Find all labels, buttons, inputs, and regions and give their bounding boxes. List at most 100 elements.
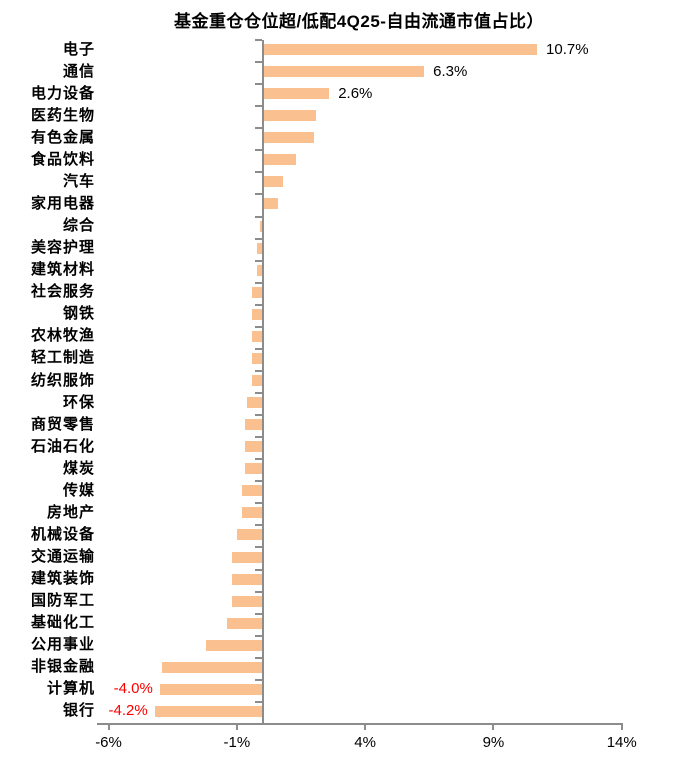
bar — [206, 639, 263, 651]
x-tick-label: -6% — [95, 734, 122, 751]
x-axis-tick — [364, 724, 367, 730]
bar — [244, 441, 263, 453]
bar — [241, 485, 263, 497]
category-label: 社会服务 — [30, 283, 95, 301]
category-label: 交通运输 — [30, 548, 95, 566]
bar — [231, 573, 263, 585]
value-label: -4.0% — [113, 680, 153, 698]
bar — [252, 308, 263, 320]
bar — [231, 551, 263, 563]
y-axis-tick — [254, 193, 262, 196]
category-label: 美容护理 — [30, 239, 95, 257]
category-label: 公用事业 — [30, 636, 95, 654]
y-axis-tick — [254, 105, 262, 108]
category-label: 煤炭 — [62, 459, 95, 477]
y-axis-tick — [254, 171, 262, 174]
y-axis-tick — [254, 325, 262, 328]
bar — [231, 595, 263, 607]
bar — [244, 463, 263, 475]
bar — [262, 154, 296, 166]
category-label: 通信 — [62, 62, 95, 80]
bar — [262, 176, 284, 188]
category-label: 国防军工 — [30, 592, 95, 610]
category-label: 房地产 — [46, 503, 95, 521]
bar — [252, 330, 263, 342]
category-label: 有色金属 — [30, 128, 95, 146]
value-label: 10.7% — [546, 40, 589, 58]
category-label: 纺织服饰 — [30, 371, 95, 389]
x-axis-tick — [620, 724, 623, 730]
category-label: 传媒 — [62, 481, 95, 499]
chart-title: 基金重仓仓位超/低配4Q25-自由流通市值占比） — [174, 12, 544, 31]
category-label: 医药生物 — [30, 106, 95, 124]
bar — [262, 110, 317, 122]
bar — [236, 529, 263, 541]
bar — [257, 242, 263, 254]
category-label: 电子 — [62, 40, 95, 58]
y-axis-tick — [254, 215, 262, 218]
y-axis-tick — [254, 281, 262, 284]
bar — [252, 286, 263, 298]
y-axis-tick — [254, 546, 262, 549]
category-label: 机械设备 — [30, 525, 95, 543]
category-label: 基础化工 — [30, 614, 95, 632]
y-axis-tick — [254, 259, 262, 262]
y-axis-tick — [254, 590, 262, 593]
y-axis-tick — [254, 480, 262, 483]
category-label: 农林牧渔 — [30, 327, 95, 345]
category-label: 环保 — [62, 393, 95, 411]
x-tick-label: 9% — [482, 734, 505, 751]
bar — [162, 661, 263, 673]
y-axis-tick — [254, 568, 262, 571]
x-axis-tick — [492, 724, 495, 730]
category-label: 计算机 — [46, 680, 95, 698]
y-axis-tick — [254, 369, 262, 372]
x-axis-tick — [107, 724, 110, 730]
category-label: 食品饮料 — [30, 150, 95, 168]
y-axis-tick — [254, 656, 262, 659]
category-label: 家用电器 — [30, 194, 95, 212]
bar — [154, 705, 263, 717]
y-axis-tick — [254, 502, 262, 505]
y-axis-tick — [254, 524, 262, 527]
bar — [159, 683, 263, 695]
value-label: -4.2% — [108, 702, 148, 720]
category-label: 石油石化 — [30, 437, 95, 455]
y-axis-tick — [254, 392, 262, 395]
y-axis-tick — [254, 347, 262, 350]
bar — [252, 375, 263, 386]
bar — [262, 88, 330, 100]
x-tick-label: 14% — [606, 734, 637, 751]
category-label: 建筑装饰 — [30, 570, 95, 588]
y-axis-tick — [254, 303, 262, 306]
category-label: 综合 — [62, 217, 95, 235]
bar — [241, 507, 263, 519]
value-label: 2.6% — [338, 84, 373, 102]
category-label: 电力设备 — [30, 84, 95, 102]
bar — [262, 132, 314, 144]
category-label: 汽车 — [62, 172, 95, 190]
category-label: 银行 — [62, 702, 95, 720]
x-tick-label: -1% — [223, 734, 251, 751]
y-axis-tick — [254, 612, 262, 615]
y-axis-tick — [254, 436, 262, 439]
value-label: 6.3% — [433, 62, 468, 80]
y-axis-tick — [254, 237, 262, 240]
bar — [259, 220, 263, 232]
bar — [244, 419, 263, 431]
category-label: 非银金融 — [30, 658, 95, 676]
y-axis-tick — [254, 127, 262, 130]
y-axis-tick — [254, 149, 262, 152]
x-tick-label: 4% — [354, 734, 376, 751]
y-axis-line — [261, 40, 264, 724]
category-label: 商贸零售 — [30, 415, 95, 433]
bar — [252, 352, 263, 364]
bar — [226, 617, 263, 629]
bar — [262, 66, 425, 78]
x-axis-tick — [235, 724, 238, 730]
y-axis-tick — [254, 678, 262, 681]
bar — [247, 397, 263, 409]
y-axis-tick — [254, 458, 262, 461]
category-label: 钢铁 — [62, 305, 95, 323]
